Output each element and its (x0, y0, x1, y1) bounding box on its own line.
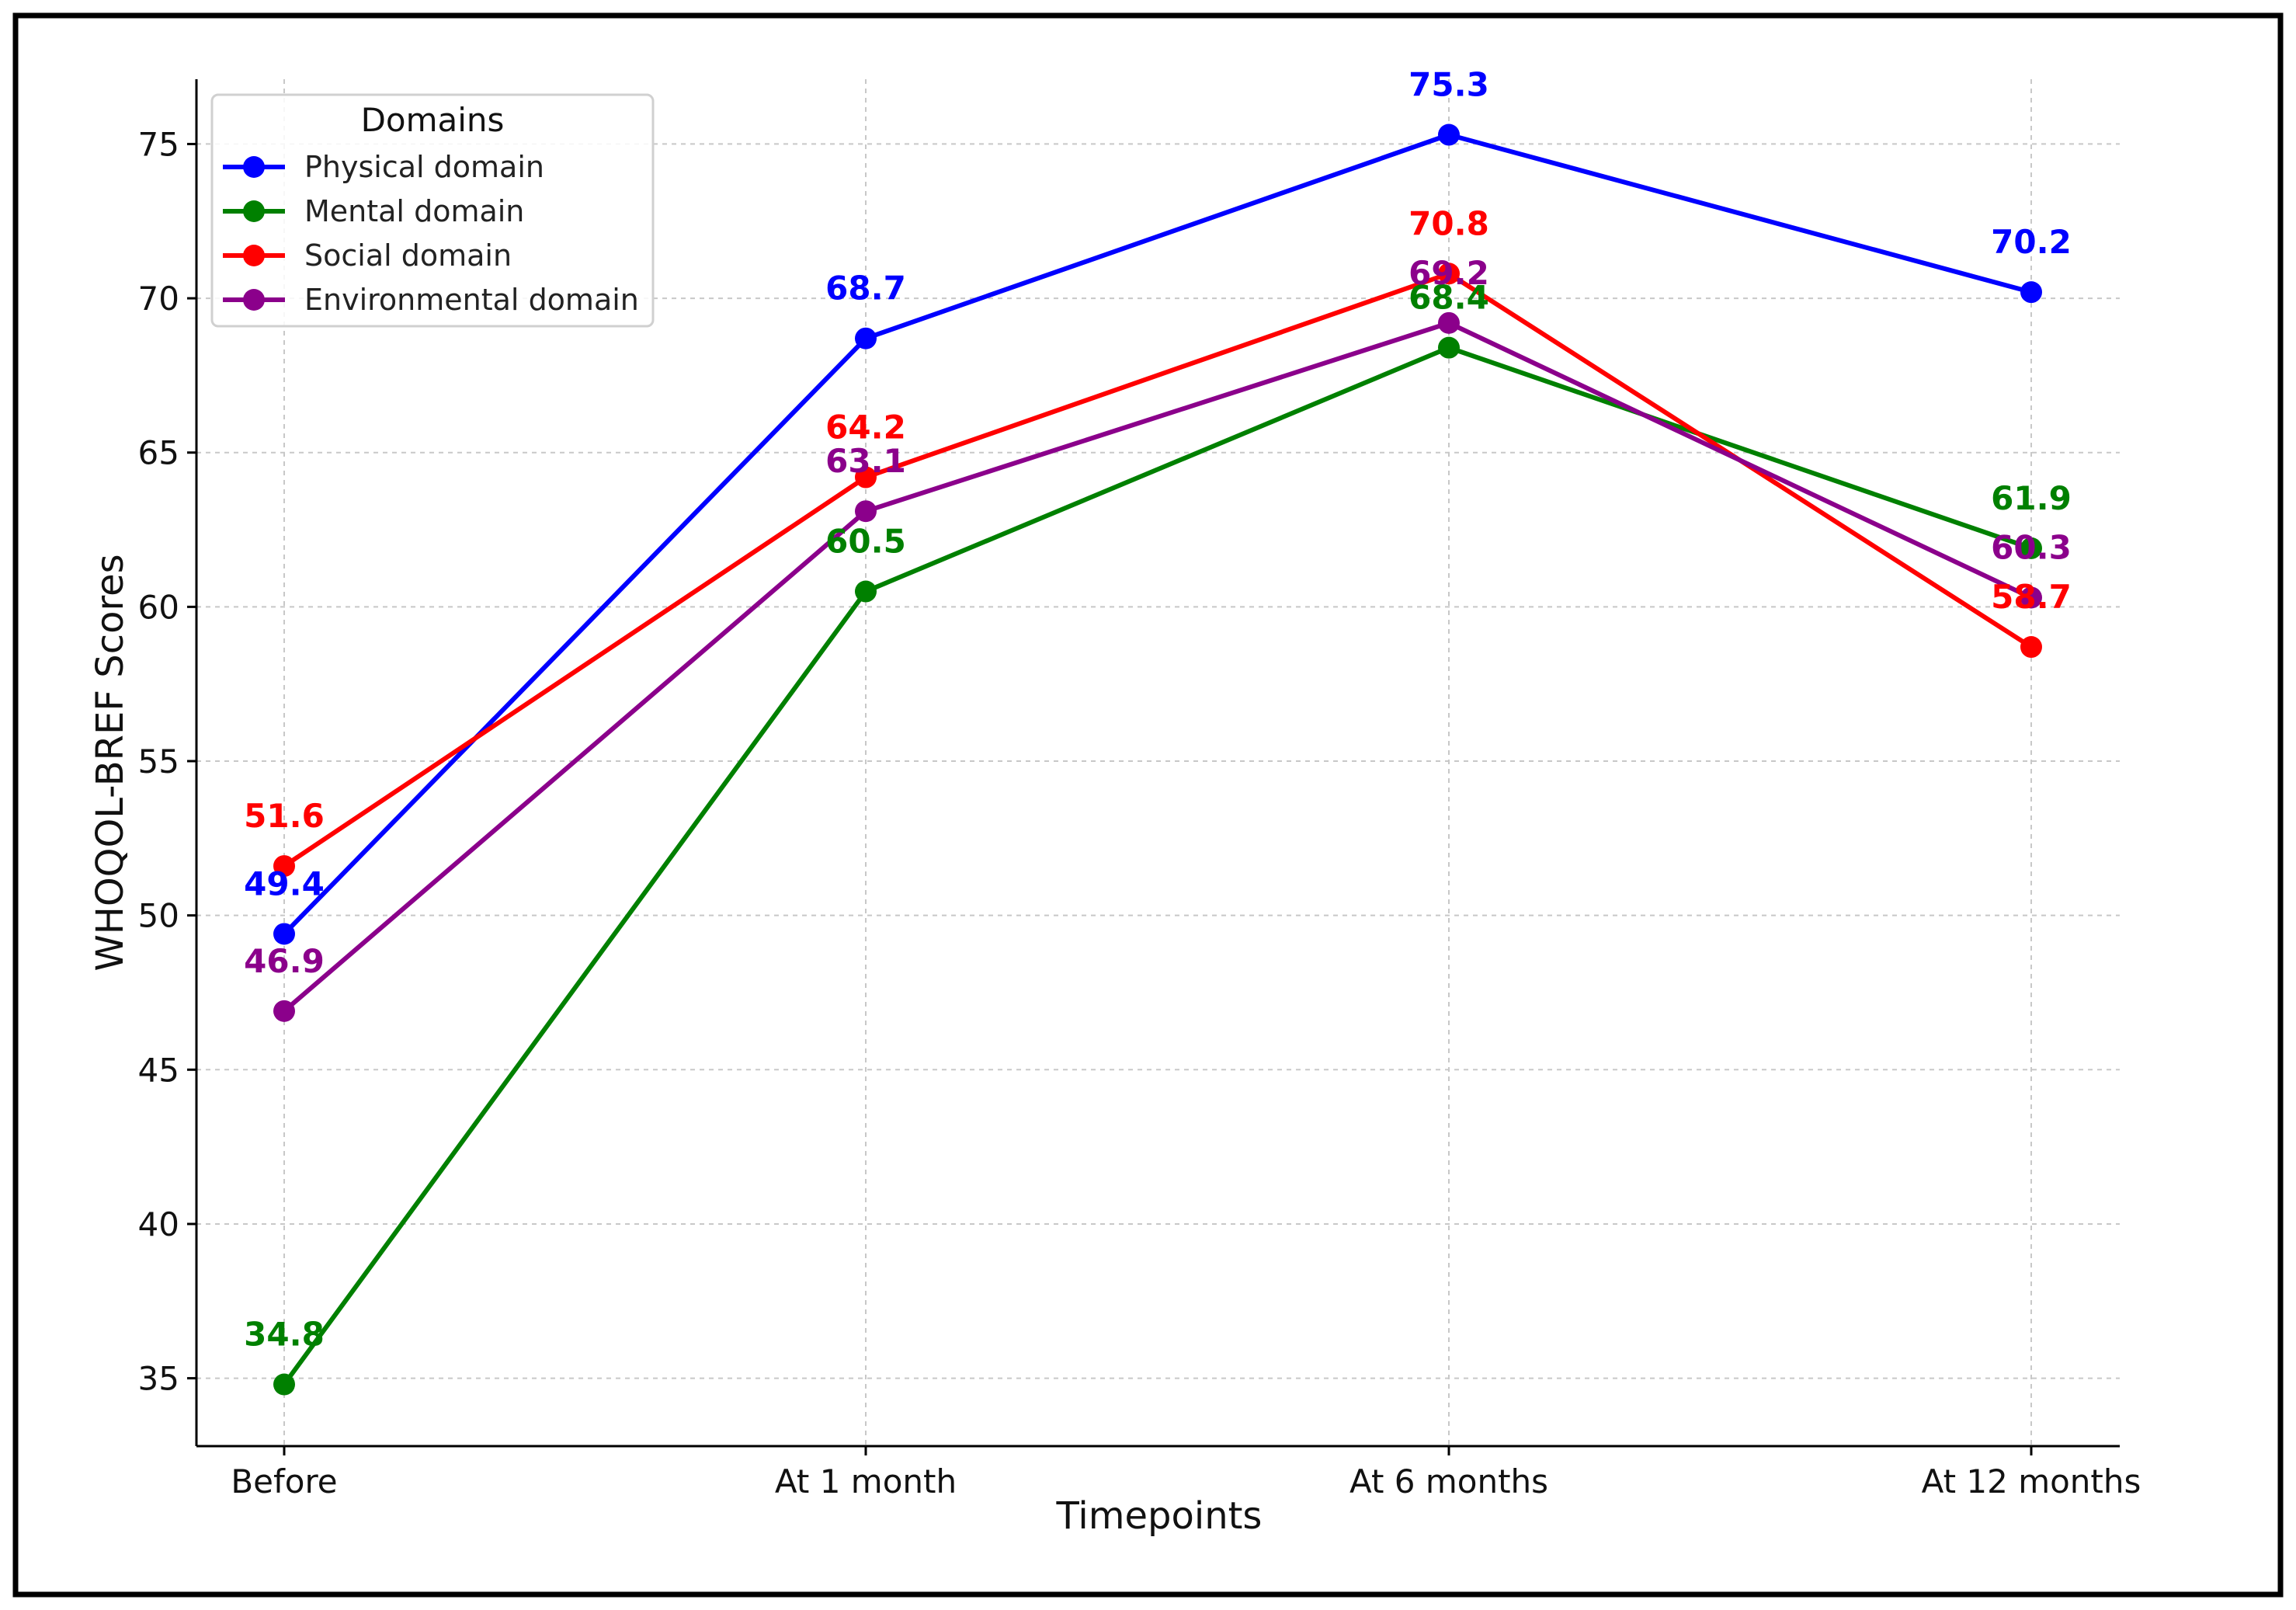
data-point (273, 923, 295, 945)
y-tick-label: 75 (138, 125, 179, 163)
figure-frame (12, 12, 2284, 1598)
x-tick-label: Before (231, 1462, 337, 1500)
data-point (273, 855, 295, 878)
y-tick-label: 35 (138, 1360, 179, 1398)
data-point (2020, 636, 2042, 659)
data-label: 58.7 (1991, 578, 2072, 616)
x-tick-label: At 6 months (1349, 1462, 1548, 1500)
data-label: 46.9 (244, 942, 325, 980)
data-point (855, 500, 877, 523)
y-tick-label: 60 (138, 588, 179, 626)
data-label: 64.2 (825, 409, 906, 447)
data-label: 63.1 (825, 442, 906, 480)
y-tick-label: 45 (138, 1051, 179, 1089)
data-label: 69.2 (1409, 254, 1489, 292)
series-line (282, 345, 2034, 1387)
data-point (855, 580, 877, 603)
legend-entry-label: Mental domain (304, 194, 524, 228)
data-point (1438, 311, 1460, 334)
data-point (855, 327, 877, 349)
legend-entry-label: Social domain (304, 238, 512, 273)
y-tick-label: 55 (138, 742, 179, 781)
legend-swatch-marker (243, 200, 265, 222)
data-label: 68.4 (1409, 279, 1489, 317)
legend-box (210, 93, 655, 328)
legend-swatch-marker (243, 156, 265, 178)
series-line (282, 132, 2034, 937)
legend-title: Domains (361, 101, 505, 139)
x-axis-title: Timepoints (1056, 1494, 1263, 1538)
legend-entry-label: Physical domain (304, 150, 544, 184)
data-point (2020, 281, 2042, 304)
data-label: 34.8 (244, 1316, 325, 1354)
y-tick-label: 50 (138, 897, 179, 935)
x-tick-label: At 1 month (775, 1462, 957, 1500)
data-point (1438, 336, 1460, 359)
series-group (273, 123, 2042, 1396)
data-point (2020, 586, 2042, 609)
y-tick-label: 65 (138, 434, 179, 472)
legend-entry-label: Environmental domain (304, 283, 639, 317)
legend-swatch-marker (243, 289, 265, 311)
y-axis-title: WHOQOL-BREF Scores (89, 554, 132, 971)
data-label: 49.4 (244, 864, 325, 902)
data-point (1438, 123, 1460, 146)
data-labels: 49.4 68.7 75.3 70.2 34.8 60.5 68.4 61.9 51.6 64.2… (244, 66, 2072, 1354)
series-line (282, 320, 2034, 1014)
data-label: 61.9 (1991, 479, 2072, 517)
series-line (282, 271, 2034, 869)
data-label: 68.7 (825, 269, 906, 308)
data-point (273, 1373, 295, 1396)
data-point (273, 1000, 295, 1022)
data-label: 60.5 (825, 523, 906, 561)
x-tick-label: At 12 months (1922, 1462, 2141, 1500)
data-point (2020, 537, 2042, 559)
data-label: 75.3 (1409, 66, 1489, 104)
data-label: 60.3 (1991, 528, 2072, 566)
data-label: 51.6 (244, 797, 325, 835)
legend: Domains Physical domain Mental domain Soci… (210, 93, 655, 328)
data-point (855, 466, 877, 489)
data-label: 70.8 (1409, 204, 1489, 242)
axes: 35 40 45 50 55 60 65 70 75 Before At 1 month At 6 m… (138, 79, 2141, 1500)
legend-swatch-marker (243, 245, 265, 266)
grid (196, 79, 2120, 1446)
y-tick-label: 70 (138, 280, 179, 318)
data-point (1438, 263, 1460, 285)
data-label: 70.2 (1991, 223, 2072, 261)
y-tick-label: 40 (138, 1205, 179, 1243)
